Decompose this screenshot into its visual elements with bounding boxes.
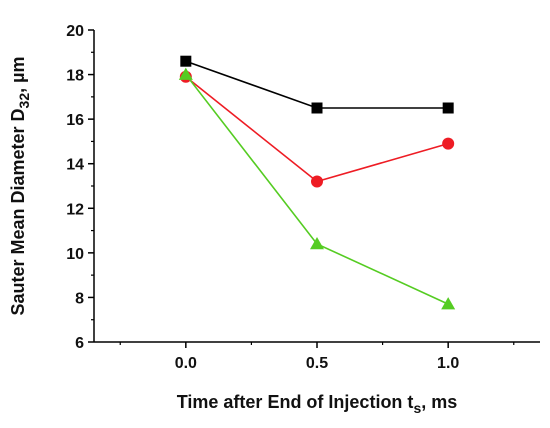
x-tick-label: 0.5	[306, 355, 328, 372]
x-tick-label: 0.0	[175, 355, 197, 372]
series-circle	[179, 70, 455, 188]
data-point-triangle	[178, 67, 193, 80]
y-tick-label: 18	[66, 68, 84, 85]
data-point-triangle	[441, 297, 456, 310]
series-line	[185, 76, 449, 183]
x-axis-title: Time after End of Injection ts, ms	[177, 392, 458, 416]
data-point-triangle	[310, 236, 324, 250]
series-line	[185, 60, 449, 109]
series-triangle	[178, 67, 456, 310]
data-point-square	[442, 102, 454, 114]
y-axis-title-suffix: , µm	[8, 56, 28, 92]
y-axis-ticks: 6 8 10 12 14 16 18 20	[66, 23, 94, 352]
data-point-square	[311, 102, 323, 114]
x-axis-ticks: 0.0 0.5 1.0	[119, 342, 515, 372]
y-tick-label: 16	[66, 112, 84, 129]
data-point-circle	[311, 175, 323, 188]
y-tick-label: 8	[75, 290, 84, 307]
x-tick-label: 1.0	[437, 355, 459, 372]
x-axis-title-suffix: , ms	[421, 392, 457, 412]
y-axis-title-main: Sauter Mean Diameter D	[8, 108, 28, 315]
y-tick-label: 6	[75, 335, 84, 352]
x-axis-title-main: Time after End of Injection t	[177, 392, 414, 412]
data-series	[178, 55, 456, 310]
data-point-circle	[442, 137, 455, 150]
data-point-square	[180, 55, 192, 67]
y-tick-label: 10	[66, 246, 84, 263]
y-axis-title: Sauter Mean Diameter D32, µm	[8, 56, 32, 315]
series-square	[180, 55, 454, 114]
y-tick-label: 20	[66, 23, 84, 40]
y-tick-label: 12	[66, 201, 84, 218]
y-axis-title-subscript: 32	[16, 93, 32, 109]
x-axis-title-subscript: s	[413, 400, 421, 416]
y-tick-label: 14	[66, 157, 84, 174]
